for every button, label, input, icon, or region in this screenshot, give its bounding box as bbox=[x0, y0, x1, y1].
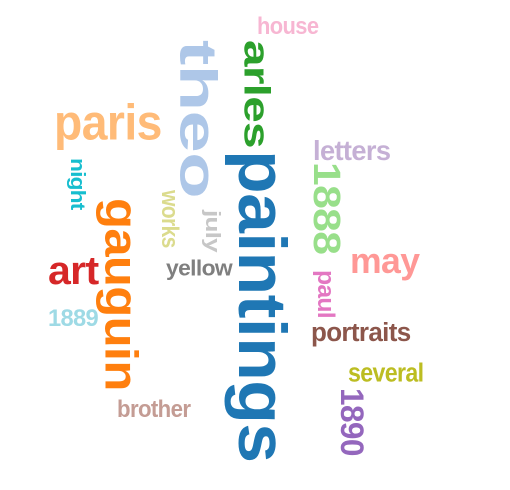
word-may: may bbox=[350, 241, 420, 282]
word-1889: 1889 bbox=[48, 304, 99, 332]
word-portraits: portraits bbox=[311, 318, 411, 348]
word-gauguin: gauguin bbox=[95, 198, 148, 391]
word-works: works bbox=[156, 190, 182, 248]
word-paris: paris bbox=[54, 94, 162, 151]
word-letters: letters bbox=[313, 134, 391, 167]
word-several: several bbox=[348, 358, 424, 388]
word-paul: paul bbox=[312, 270, 338, 318]
word-night: night bbox=[66, 158, 90, 210]
word-paintings: paintings bbox=[224, 150, 301, 463]
word-1888: 1888 bbox=[305, 162, 349, 255]
word-brother: brother bbox=[117, 395, 191, 423]
word-july: july bbox=[200, 210, 224, 252]
word-1890: 1890 bbox=[333, 388, 371, 456]
word-art: art bbox=[48, 247, 99, 293]
word-arles: arles bbox=[235, 40, 277, 148]
word-yellow: yellow bbox=[166, 255, 233, 281]
word-house: house bbox=[257, 12, 319, 40]
word-theo: theo bbox=[169, 40, 227, 198]
